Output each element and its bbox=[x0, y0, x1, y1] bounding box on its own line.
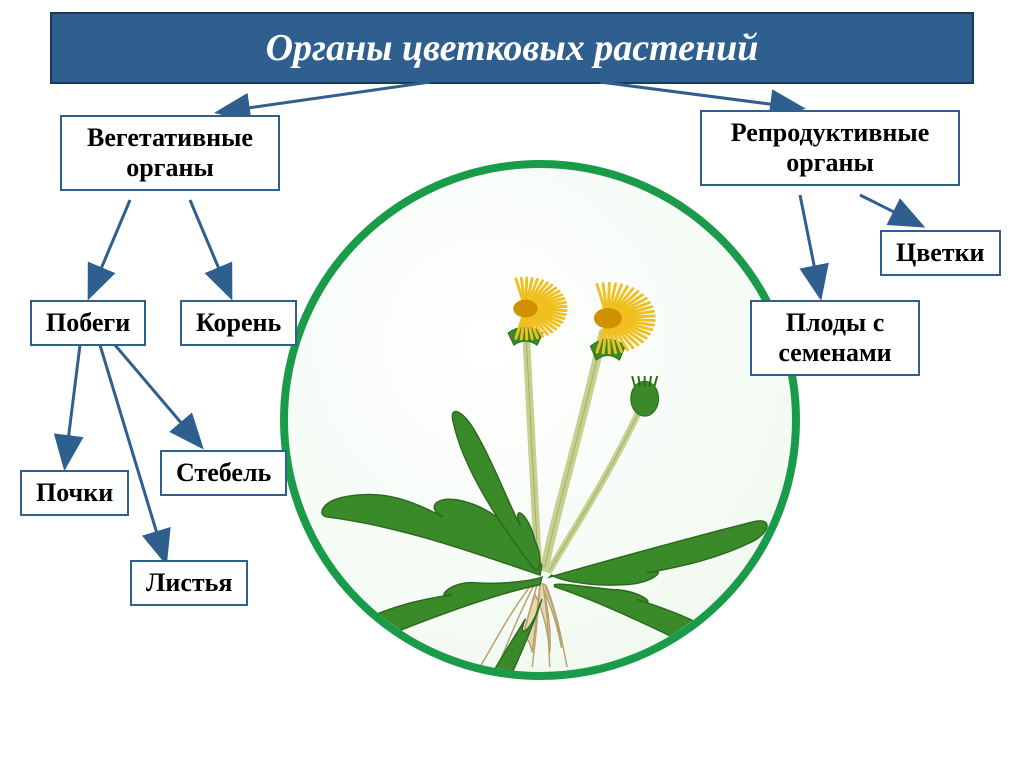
node-reproductive-organs: Репродуктивныеорганы bbox=[700, 110, 960, 186]
diagram-title: Органы цветковых растений bbox=[50, 12, 974, 84]
node-root: Корень bbox=[180, 300, 297, 346]
node-flowers: Цветки bbox=[880, 230, 1001, 276]
node-vegetative-organs: Вегетативныеорганы bbox=[60, 115, 280, 191]
node-leaves: Листья bbox=[130, 560, 248, 606]
node-buds: Почки bbox=[20, 470, 129, 516]
node-stem: Стебель bbox=[160, 450, 287, 496]
node-shoots: Побеги bbox=[30, 300, 146, 346]
node-fruits-seeds: Плоды ссеменами bbox=[750, 300, 920, 376]
plant-svg bbox=[288, 168, 792, 672]
plant-illustration bbox=[280, 160, 800, 680]
